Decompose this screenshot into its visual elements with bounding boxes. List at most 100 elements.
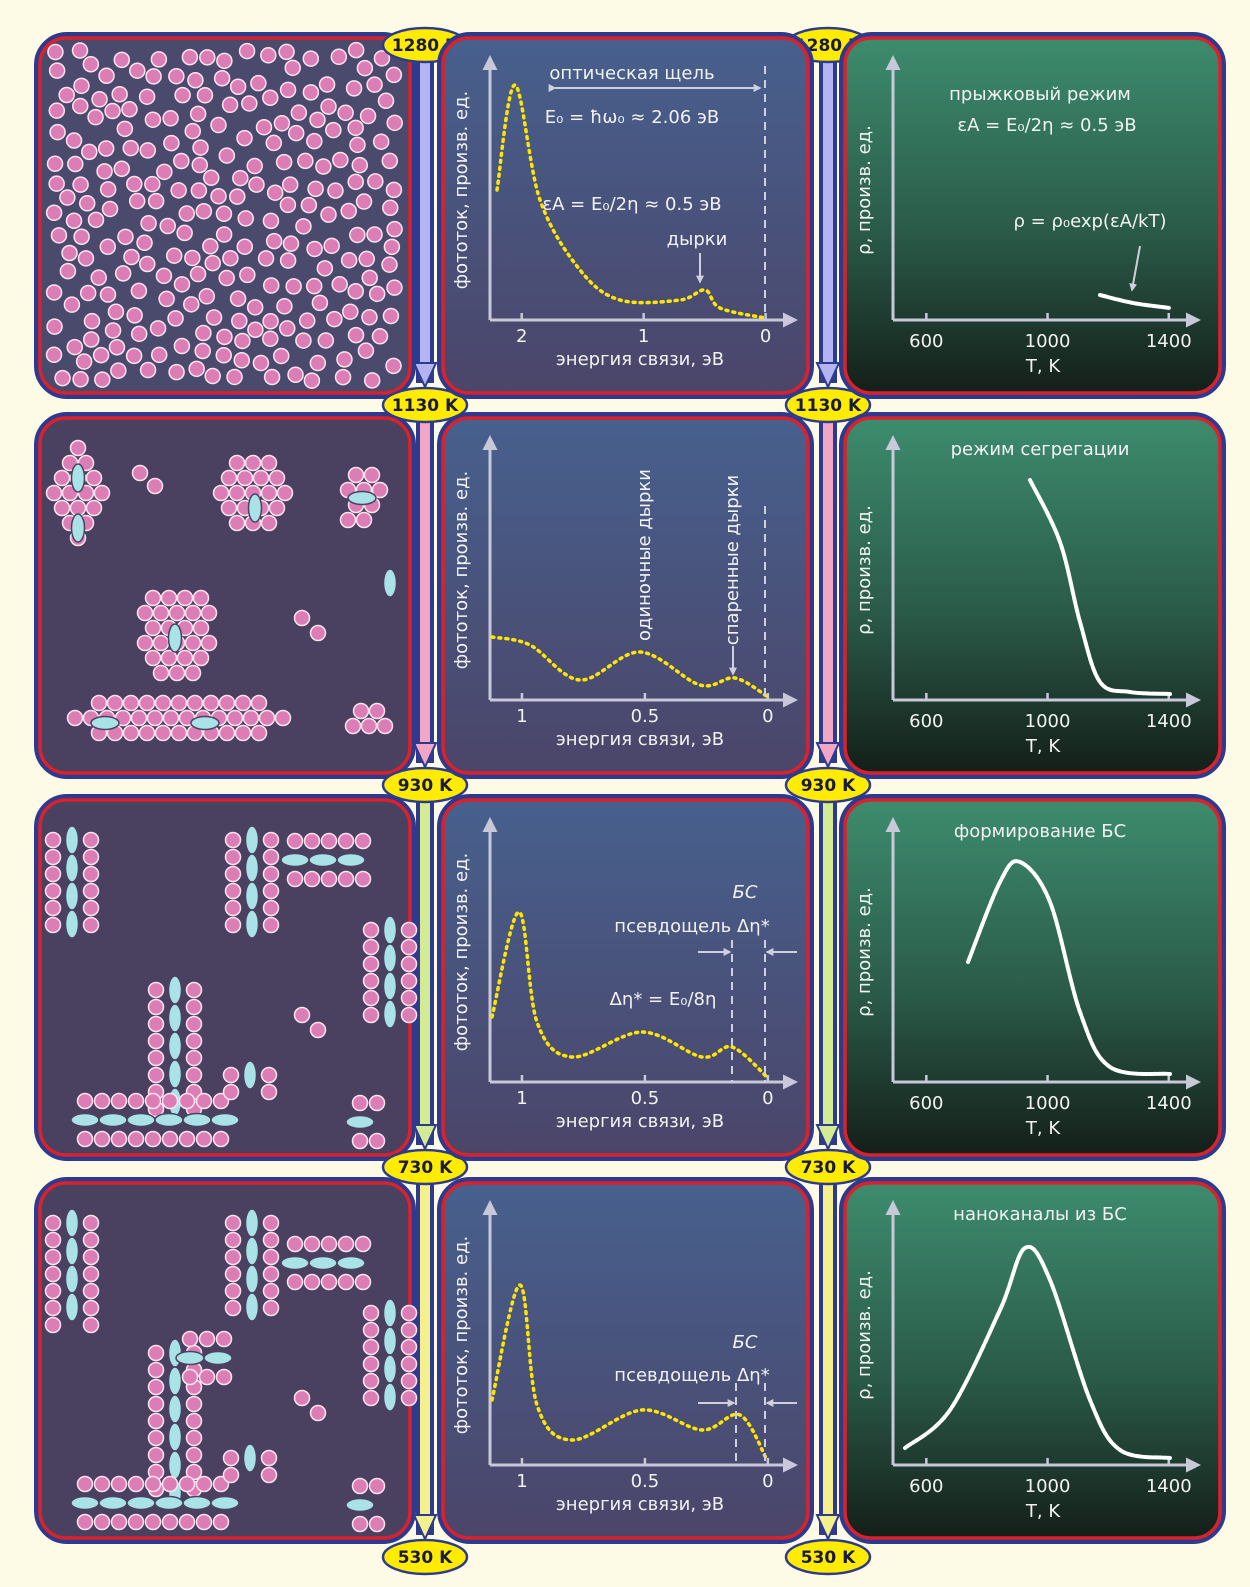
atom: [373, 50, 391, 67]
atom: [386, 220, 403, 238]
atom: [320, 98, 337, 115]
atom: [244, 454, 262, 472]
pair: [203, 1350, 233, 1366]
atom: [47, 43, 64, 61]
pair: [308, 852, 338, 868]
atom: [149, 320, 167, 337]
atom: [110, 1130, 128, 1148]
atom: [246, 157, 263, 175]
atom: [129, 62, 146, 79]
atom: [93, 1130, 111, 1148]
atom: [78, 195, 96, 212]
atom: [385, 66, 403, 84]
panel: [441, 1181, 810, 1540]
atom: [361, 269, 378, 287]
pair: [345, 1497, 375, 1513]
atom: [200, 604, 218, 622]
atom: [355, 193, 373, 210]
atom: [347, 282, 364, 300]
pair: [244, 853, 260, 883]
atom: [286, 1273, 304, 1291]
atom: [347, 173, 364, 191]
x-tick-label: 600: [909, 1093, 943, 1114]
atom: [83, 331, 100, 348]
atom: [325, 121, 342, 139]
atom: [260, 1466, 278, 1484]
atom: [337, 104, 354, 122]
atom: [147, 1049, 165, 1067]
atom: [320, 1273, 338, 1291]
panel-title: наноканалы из БС: [953, 1204, 1127, 1225]
atom: [229, 188, 246, 205]
atom: [144, 649, 162, 667]
temperature-badge: [784, 386, 872, 424]
atom: [309, 1021, 327, 1039]
pair: [247, 493, 263, 523]
x-axis-label: энергия связи, эВ: [556, 729, 724, 750]
atom: [273, 115, 291, 132]
annotation: εА = E₀/2η ≈ 0.5 эВ: [957, 115, 1136, 136]
atom: [400, 1321, 418, 1339]
y-axis-label: ρ, произв. ед.: [854, 505, 875, 635]
atom: [67, 155, 84, 173]
atom: [362, 1355, 380, 1373]
atom: [215, 226, 233, 243]
atom: [279, 252, 297, 269]
atom: [161, 1092, 179, 1110]
pair: [126, 1495, 156, 1511]
x-tick-label: 1: [638, 326, 649, 347]
atom: [165, 247, 183, 264]
atom: [250, 74, 267, 92]
atom: [156, 163, 173, 181]
atom: [178, 205, 196, 222]
panel-title: формирование БС: [954, 821, 1126, 842]
atom: [306, 240, 323, 258]
atom: [144, 111, 162, 128]
atom: [185, 1412, 203, 1430]
atom: [213, 70, 231, 87]
atom: [309, 111, 326, 129]
pair: [244, 1264, 260, 1294]
atom: [147, 1015, 165, 1033]
atom: [85, 499, 103, 517]
atom: [229, 78, 247, 96]
annotation: оптическая щель: [549, 63, 714, 84]
x-tick-label: 1: [516, 1471, 527, 1492]
atom: [247, 321, 264, 339]
atom: [147, 1446, 165, 1464]
atom: [69, 439, 87, 457]
atom: [87, 108, 104, 126]
atom: [272, 347, 290, 365]
atom: [173, 152, 190, 170]
annotation: БС: [733, 1332, 758, 1353]
pair: [347, 490, 377, 506]
atom: [178, 1092, 196, 1110]
pair: [382, 568, 398, 598]
atom: [185, 1015, 203, 1033]
atom: [286, 870, 304, 888]
arrow-shaft: [823, 421, 833, 753]
pair: [167, 975, 183, 1005]
x-axis-label: T, K: [1025, 736, 1061, 757]
atom: [170, 724, 188, 742]
atom: [224, 848, 242, 866]
pair: [210, 1112, 240, 1128]
atom: [330, 48, 348, 66]
atom: [368, 1477, 386, 1495]
atom: [76, 1475, 94, 1493]
x-tick-label: 0: [762, 1471, 773, 1492]
temperature-badge: [784, 1148, 872, 1186]
atom: [362, 938, 380, 956]
temperature-label: 730 K: [398, 1158, 453, 1178]
atom: [307, 180, 324, 198]
arrow-shaft: [823, 61, 833, 373]
atom: [79, 284, 97, 302]
atom: [400, 938, 418, 956]
pair: [90, 715, 120, 731]
atom: [45, 346, 63, 364]
atom: [276, 484, 294, 502]
atom: [159, 217, 176, 235]
atom: [185, 1066, 203, 1084]
atom: [224, 1265, 242, 1283]
atom: [400, 1338, 418, 1356]
